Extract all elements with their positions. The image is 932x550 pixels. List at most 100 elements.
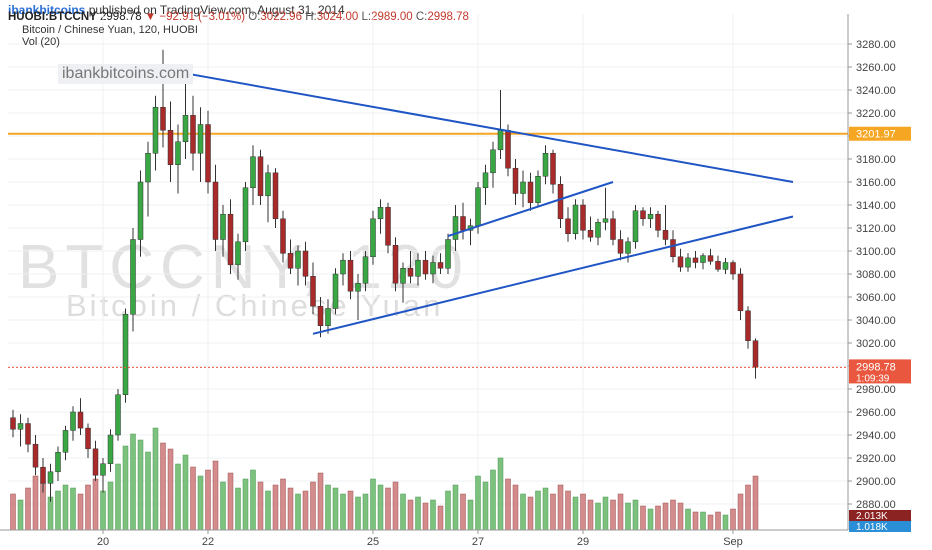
price-tick-label: 2880.00	[856, 499, 896, 511]
candle	[497, 90, 504, 159]
time-axis[interactable]	[0, 530, 848, 550]
symbol-name[interactable]: HUOBI:BTCCNY	[8, 11, 97, 23]
volume-bar	[265, 490, 271, 531]
open-value: 3022.96	[260, 11, 302, 23]
candle-body	[512, 167, 519, 194]
candle-body	[505, 130, 511, 169]
time-tick-label: 29	[577, 536, 589, 548]
candle-body	[115, 394, 121, 436]
low-value: 2989.00	[371, 11, 413, 23]
candle	[347, 251, 354, 300]
candle-body	[430, 262, 436, 275]
resistance-label: 3201.97	[856, 129, 896, 141]
candle-body	[227, 213, 234, 266]
candle-body	[527, 181, 534, 203]
candle	[220, 205, 226, 257]
candle	[587, 216, 594, 242]
price-tick-label: 3180.00	[856, 154, 896, 166]
candle	[647, 207, 654, 228]
candle-body	[92, 448, 99, 476]
candle	[272, 168, 279, 228]
candle-body	[677, 256, 684, 268]
series-legend-title[interactable]: Bitcoin / Chinese Yuan, 120, HUOBI	[22, 24, 198, 36]
volume-bar	[497, 457, 504, 531]
candle	[715, 255, 721, 272]
candle	[227, 199, 234, 274]
candle-body	[272, 172, 279, 220]
volume-bar	[737, 493, 744, 531]
volume-bar	[175, 463, 181, 531]
candle	[595, 218, 601, 246]
price-axis[interactable]	[848, 0, 932, 550]
volume-bar	[565, 490, 571, 531]
high-value: 3024.00	[316, 11, 359, 23]
candle-body	[10, 417, 16, 430]
candle	[40, 458, 46, 493]
candle	[565, 207, 571, 242]
candle	[130, 228, 136, 332]
volume-bar	[677, 502, 684, 531]
volume-bar	[400, 493, 406, 531]
candle-body	[670, 239, 676, 257]
volume-bar	[340, 493, 346, 531]
candle	[137, 170, 144, 257]
volume-bar	[460, 493, 466, 531]
volume-bar	[505, 478, 511, 531]
candle	[235, 233, 241, 280]
volume-bar	[730, 508, 736, 531]
volume-label: 2.013K	[856, 511, 888, 522]
time-tick-label: Sep	[723, 536, 743, 548]
volume-bar	[227, 472, 234, 531]
candle-body	[482, 172, 489, 189]
price-tick-label: 2960.00	[856, 407, 896, 419]
candle-body	[685, 257, 691, 268]
candle-body	[580, 204, 586, 231]
volume-bar	[167, 448, 174, 531]
countdown-label: 1:09:39	[856, 373, 890, 384]
volume-bar	[452, 484, 459, 531]
candle	[640, 207, 646, 226]
trendline[interactable]	[447, 181, 614, 238]
candle	[625, 237, 631, 263]
volume-legend-title[interactable]: Vol (20)	[22, 36, 60, 48]
candle	[287, 239, 294, 274]
publish-bar: ibankbitcoins published on TradingView.c…	[0, 0, 932, 20]
volume-bar	[602, 496, 609, 531]
volume-bar	[482, 481, 489, 531]
candle-body	[152, 107, 159, 154]
candle	[257, 149, 264, 205]
candle-body	[70, 411, 76, 431]
candle	[722, 257, 729, 274]
resistance-label-bg	[849, 126, 911, 141]
trendline[interactable]	[162, 68, 794, 183]
candle	[392, 237, 399, 292]
volume-bar	[107, 481, 114, 531]
volume-bar	[415, 496, 421, 531]
low-label: L:	[361, 11, 372, 23]
candle-body	[700, 255, 706, 263]
volume-bar	[392, 481, 399, 531]
last-price-value: 2998.78	[100, 11, 142, 23]
volume-bar	[430, 499, 436, 531]
candle	[47, 463, 54, 502]
trendline[interactable]	[312, 215, 794, 335]
volume-bar	[550, 493, 556, 531]
publisher-link[interactable]: ibankbitcoins	[8, 3, 86, 17]
volume-bar	[535, 490, 541, 531]
volume-bar	[310, 481, 316, 531]
time-tick-label: 27	[472, 536, 484, 548]
volume-bar	[332, 487, 339, 531]
candle-body	[47, 471, 54, 484]
volume-bar	[407, 499, 414, 531]
candle	[85, 423, 91, 458]
candle	[737, 268, 744, 320]
candle-body	[730, 262, 736, 275]
candle-body	[175, 141, 181, 165]
volume-bar	[385, 487, 391, 531]
volume-bar	[235, 487, 241, 531]
volume-bar	[325, 484, 331, 531]
price-tick-label: 2940.00	[856, 430, 896, 442]
volume-bar	[467, 499, 474, 531]
